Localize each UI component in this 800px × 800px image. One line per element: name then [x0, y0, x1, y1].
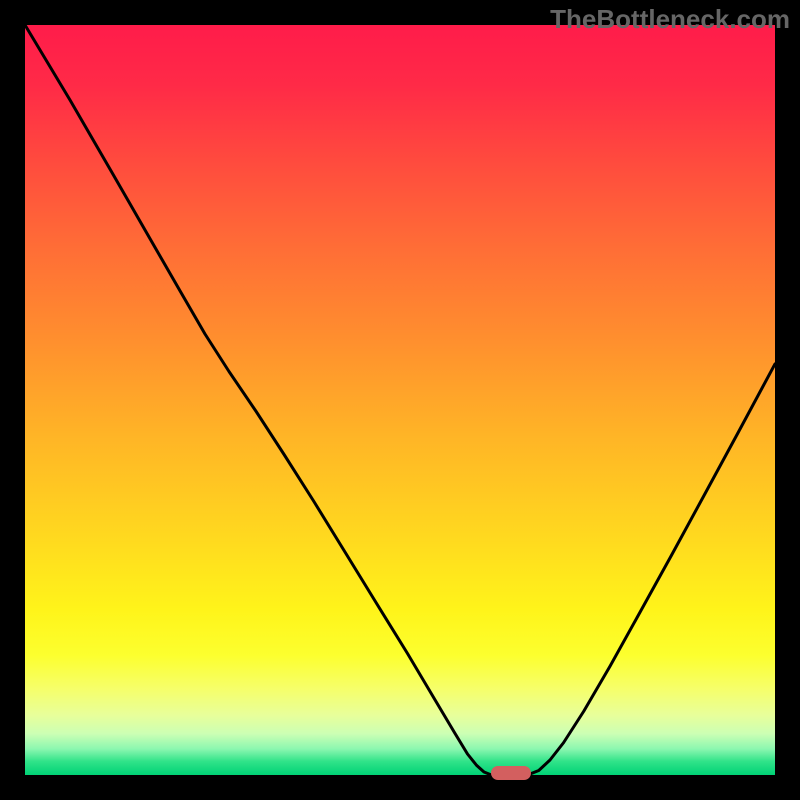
- watermark-text: TheBottleneck.com: [550, 4, 790, 35]
- gradient-background: [25, 25, 775, 775]
- plot-area: [25, 25, 775, 775]
- chart-canvas: TheBottleneck.com: [0, 0, 800, 800]
- optimal-range-marker: [491, 766, 531, 780]
